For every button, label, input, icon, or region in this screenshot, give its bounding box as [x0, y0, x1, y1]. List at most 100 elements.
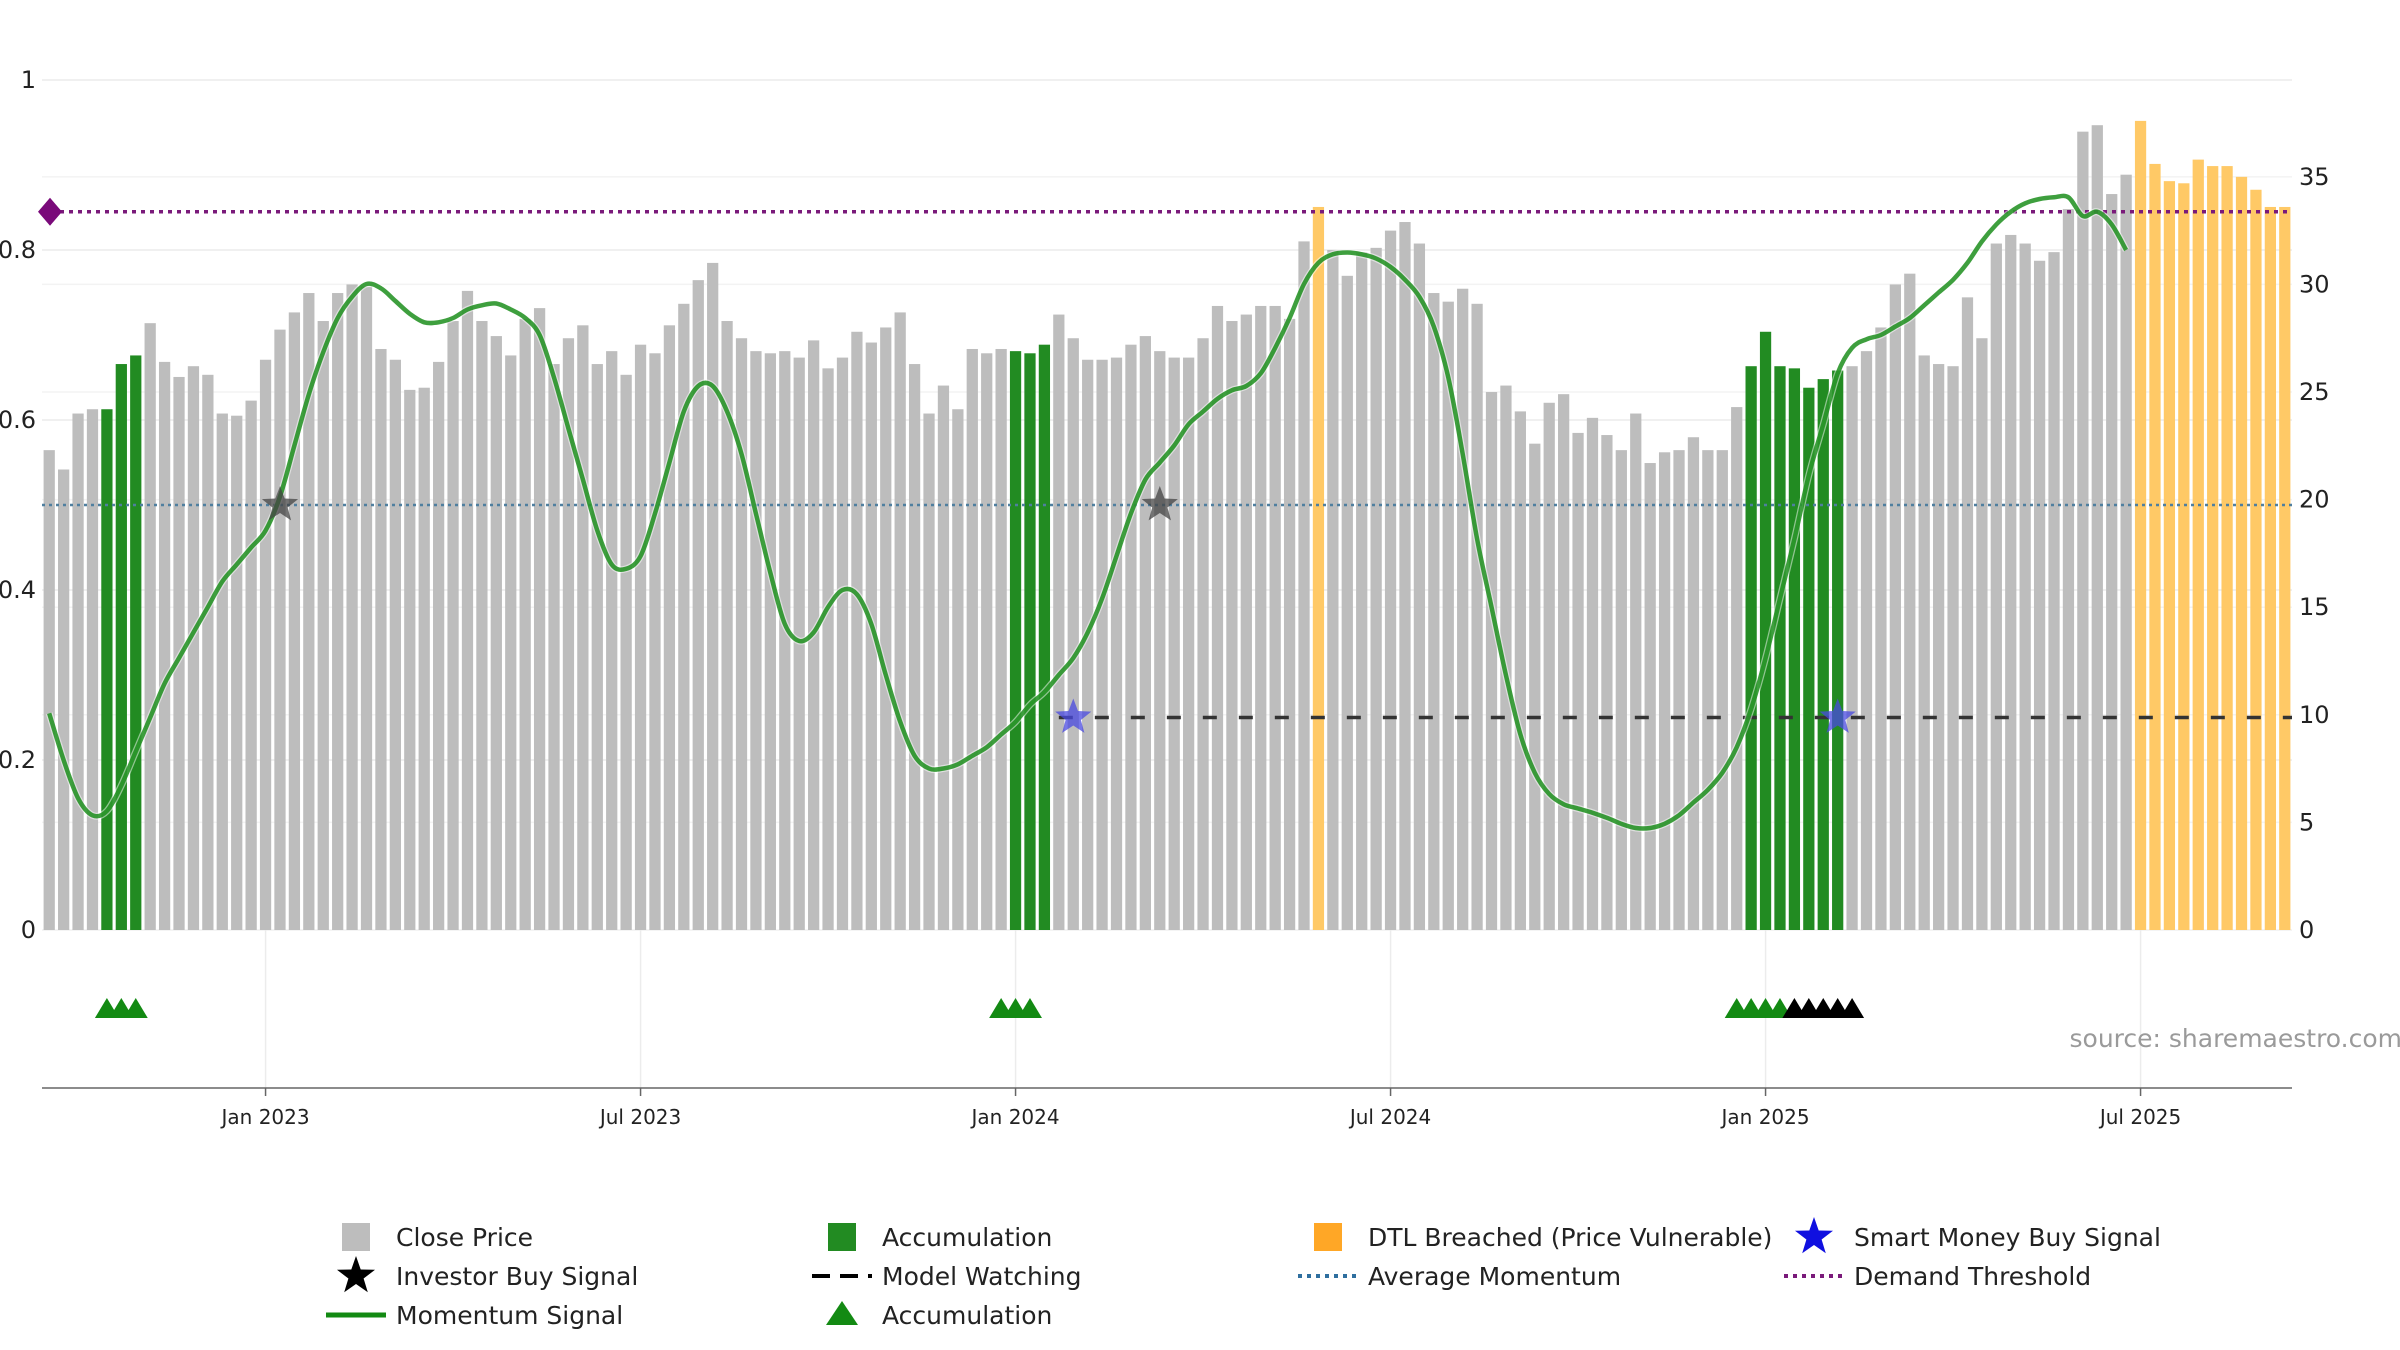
close-price-bar [764, 353, 776, 930]
right-tick-label: 35 [2299, 163, 2330, 191]
close-price-bar [231, 415, 243, 930]
close-price-bar [2077, 131, 2089, 930]
close-price-bar [880, 327, 892, 931]
close-price-bar [1947, 366, 1959, 930]
left-tick-label: 0.2 [0, 746, 36, 774]
close-price-bar [1860, 351, 1873, 930]
close-price-bar [1687, 437, 1700, 930]
accumulation-triangle-black [1840, 998, 1865, 1018]
close-price-bar [836, 357, 849, 931]
legend-item: DTL Breached (Price Vulnerable) [1314, 1223, 1772, 1252]
close-price-bar [1990, 243, 2002, 931]
close-price-bar [2091, 125, 2103, 930]
close-price-bar [1485, 392, 1498, 930]
close-price-bar [937, 385, 950, 930]
close-price-bar [490, 336, 502, 931]
close-price-bar [548, 364, 560, 930]
close-price-bar [1658, 452, 1671, 930]
close-price-bar [1889, 284, 1901, 930]
left-tick-label: 0 [21, 916, 36, 944]
close-price-bar [606, 351, 618, 930]
legend-label: Momentum Signal [396, 1301, 623, 1330]
close-price-bar [1082, 359, 1094, 930]
close-price-bar [1875, 327, 1887, 931]
x-tick-label: Jan 2024 [970, 1105, 1060, 1129]
close-price-bar [663, 325, 676, 930]
close-price-bar [404, 389, 416, 930]
legend-triangle-icon [826, 1301, 858, 1325]
close-price-bar [43, 450, 55, 930]
x-tick-label: Jan 2025 [1720, 1105, 1810, 1129]
legend-item: Investor Buy Signal [337, 1256, 638, 1293]
legend-label: Average Momentum [1368, 1262, 1621, 1291]
close-price-bar [1846, 366, 1858, 930]
close-price-bar [1471, 303, 1483, 930]
close-price-bar [1370, 247, 1382, 931]
accumulation-bar [1788, 368, 1801, 931]
close-price-bar [822, 368, 834, 931]
accumulation-bar [1038, 344, 1051, 930]
close-price-bar [375, 348, 387, 930]
smart-money-buy-signal-star [1819, 698, 1856, 733]
close-price-bar [649, 353, 661, 930]
close-price-bar [1067, 338, 1079, 931]
accumulation-bar [1832, 370, 1844, 930]
close-price-bar [1226, 321, 1238, 930]
close-price-bar [894, 312, 906, 930]
close-price-bar [1269, 305, 1281, 930]
close-price-bar [1976, 338, 1988, 931]
investor-buy-signal-star [1141, 486, 1178, 521]
smart-money-buy-signal-star [1055, 698, 1092, 733]
close-price-bar [303, 293, 315, 930]
close-price-bar [981, 353, 993, 930]
close-price-bar [750, 351, 762, 930]
accumulation-bar [1009, 351, 1022, 930]
close-price-bar [1413, 243, 1426, 931]
dtl-breached-bar [2178, 183, 2190, 931]
right-tick-label: 25 [2299, 378, 2330, 406]
legend-item: Demand Threshold [1784, 1262, 2091, 1291]
close-price-bar [1442, 301, 1454, 930]
close-price-bar [1298, 241, 1310, 930]
close-price-bar [2019, 243, 2031, 931]
dtl-breached-bar [2163, 181, 2176, 930]
close-price-bar [1716, 450, 1728, 930]
close-price-bar [1384, 230, 1397, 930]
legend-item: Momentum Signal [326, 1301, 623, 1330]
close-price-bar [721, 321, 733, 930]
close-price-bar [72, 413, 84, 930]
close-price-bar [577, 325, 589, 930]
close-price-bar [1183, 357, 1195, 931]
close-price-bar [591, 364, 603, 930]
close-price-bar [2005, 234, 2017, 930]
right-tick-label: 10 [2299, 701, 2330, 729]
accumulation-bar [1774, 366, 1786, 930]
close-price-bar [1255, 305, 1267, 930]
accumulation-bar [1759, 331, 1772, 930]
right-tick-label: 15 [2299, 593, 2330, 621]
dtl-breached-bar [1312, 206, 1325, 930]
legend-label: Demand Threshold [1854, 1262, 2091, 1291]
legend-swatch [1314, 1223, 1342, 1251]
close-price-bar [317, 321, 329, 930]
close-price-bar [1457, 288, 1469, 931]
dtl-breached-bar [2279, 206, 2291, 930]
close-price-bar [1904, 273, 1916, 930]
momentum-signal [45, 192, 2130, 833]
close-price-bar [360, 286, 373, 931]
close-price-bar [1240, 314, 1252, 930]
legend-label: Model Watching [882, 1262, 1082, 1291]
close-price-bar [1211, 305, 1224, 930]
close-price-bar [692, 280, 704, 930]
legend-item: Accumulation [828, 1223, 1052, 1252]
close-price-bar [995, 348, 1007, 930]
close-price-bar [1168, 357, 1180, 931]
close-price-bar [1197, 338, 1209, 931]
accumulation-triangle [123, 998, 148, 1018]
dtl-breached-bar [2207, 166, 2219, 930]
x-tick-label: Jul 2023 [598, 1105, 681, 1129]
close-price-bar [707, 262, 719, 930]
close-price-bar [86, 409, 99, 930]
close-price-bar [1500, 385, 1512, 930]
